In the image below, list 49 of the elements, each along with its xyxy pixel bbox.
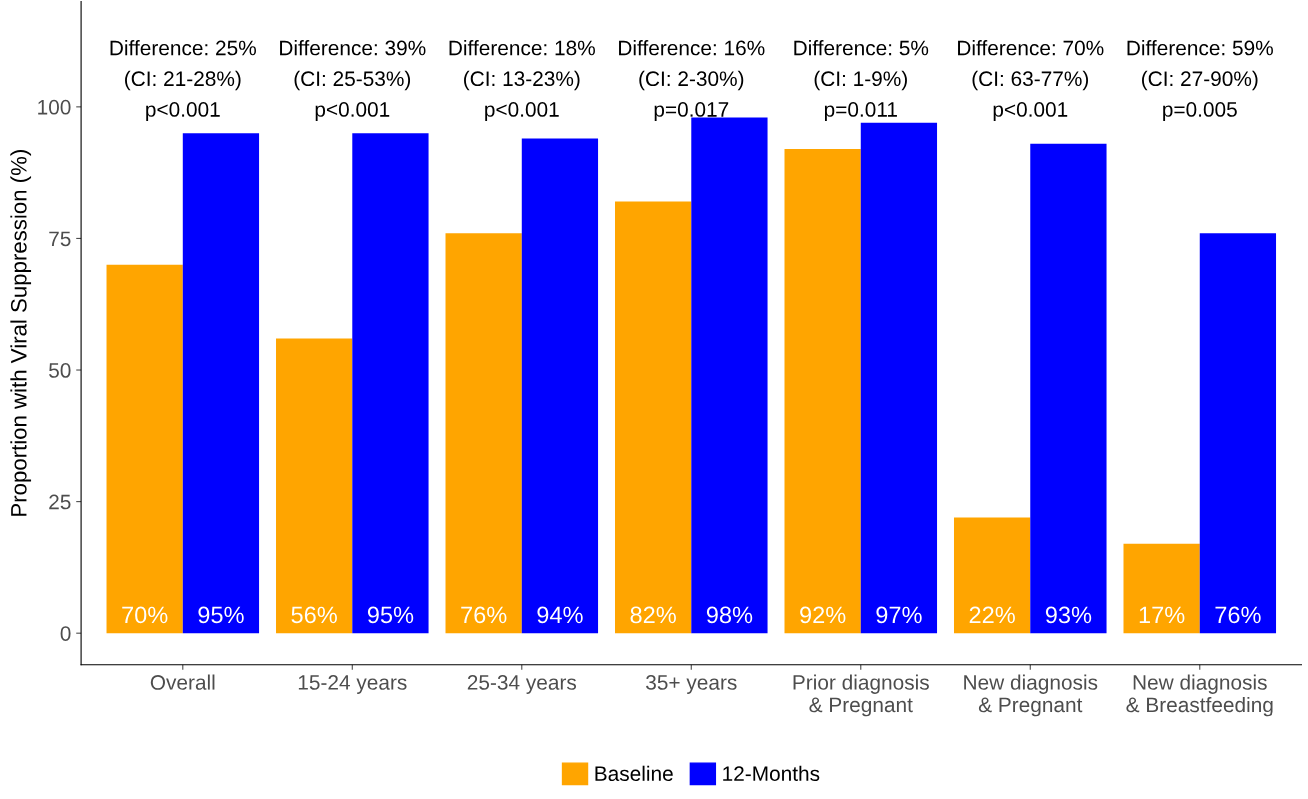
data-label: 76% xyxy=(461,606,507,624)
data-label: 94% xyxy=(537,606,583,624)
legend-label: 12-Months xyxy=(723,765,820,782)
y-tick-label: 0 xyxy=(60,626,71,641)
x-tick-label: New diagnosis & Pregnant xyxy=(964,674,1098,717)
y-tick-label: 25 xyxy=(49,494,71,510)
bar xyxy=(352,133,429,634)
annotation: Difference: 18% (CI: 13-23%) p<0.001 xyxy=(449,40,595,121)
bar xyxy=(784,148,861,634)
bar xyxy=(1199,233,1277,634)
bar xyxy=(1030,143,1107,634)
x-tick-label: 15-24 years xyxy=(298,675,407,694)
annotation: Difference: 16% (CI: 2-30%) p=0.017 xyxy=(619,40,765,121)
bar xyxy=(521,138,599,634)
data-label: 76% xyxy=(1215,606,1261,624)
bar xyxy=(615,201,692,634)
annotation: Difference: 39% (CI: 25-53%) p<0.001 xyxy=(280,40,426,121)
data-label: 98% xyxy=(706,606,753,624)
data-label: 82% xyxy=(630,606,676,624)
annotation: Difference: 59% (CI: 27-90%) p=0.005 xyxy=(1127,40,1273,121)
y-tick-label: 100 xyxy=(38,99,71,115)
data-label: 97% xyxy=(876,606,922,624)
data-label: 95% xyxy=(198,606,244,624)
x-tick-label: Overall xyxy=(150,674,215,690)
bar xyxy=(276,338,353,634)
x-tick-label: Prior diagnosis & Pregnant xyxy=(793,674,929,717)
data-label: 92% xyxy=(800,606,846,624)
x-tick-label: 25-34 years xyxy=(467,675,577,694)
bar xyxy=(860,122,938,634)
x-tick-label: New diagnosis & Breastfeeding xyxy=(1126,674,1273,717)
data-label: 56% xyxy=(291,606,337,624)
y-axis-title: Proportion with Viral Suppression (%) xyxy=(10,150,32,516)
y-tick-label: 50 xyxy=(49,363,71,378)
bar xyxy=(1123,543,1200,634)
x-tick-label: 35+ years xyxy=(646,675,737,694)
y-tick-label: 75 xyxy=(49,231,71,247)
annotation: Difference: 70% (CI: 63-77%) p<0.001 xyxy=(958,40,1104,121)
bar xyxy=(445,233,522,634)
data-label: 70% xyxy=(122,606,168,624)
bar xyxy=(106,264,183,634)
bar xyxy=(954,517,1031,634)
data-label: 93% xyxy=(1045,606,1092,624)
data-label: 95% xyxy=(367,606,414,624)
legend-label: Baseline xyxy=(595,765,673,782)
data-label: 22% xyxy=(969,606,1015,624)
annotation: Difference: 25% (CI: 21-28%) p<0.001 xyxy=(110,40,256,121)
bar xyxy=(182,133,260,634)
data-label: 17% xyxy=(1139,606,1185,624)
annotation: Difference: 5% (CI: 1-9%) p=0.011 xyxy=(794,40,929,121)
